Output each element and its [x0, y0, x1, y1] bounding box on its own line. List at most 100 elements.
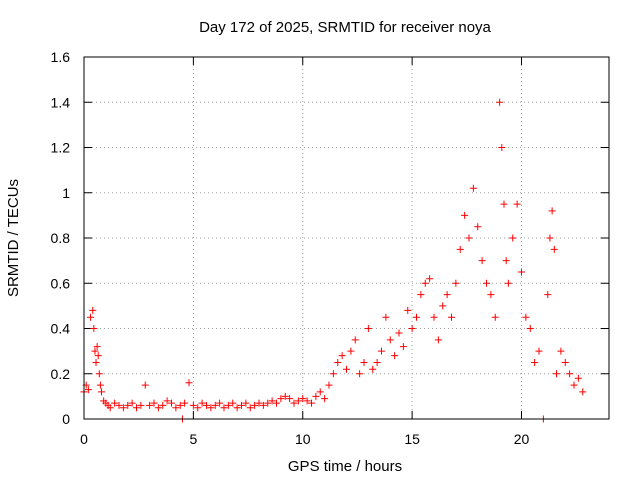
- data-point: [93, 343, 101, 351]
- data-point: [216, 399, 224, 407]
- x-axis-title: GPS time / hours: [288, 458, 402, 475]
- data-point: [242, 399, 250, 407]
- data-point: [535, 347, 543, 355]
- data-point: [229, 399, 237, 407]
- data-point: [94, 352, 102, 360]
- data-point: [343, 365, 350, 373]
- x-tick-label: 10: [295, 431, 311, 447]
- data-point: [498, 144, 506, 151]
- data-point: [474, 223, 482, 231]
- data-point: [119, 404, 127, 412]
- data-point: [277, 395, 285, 403]
- data-point: [382, 313, 390, 321]
- data-point: [574, 374, 582, 382]
- data-point: [238, 401, 245, 409]
- data-point: [434, 336, 442, 344]
- data-point: [90, 325, 98, 332]
- tick-layer: [83, 56, 609, 420]
- data-point: [281, 392, 289, 400]
- data-point: [413, 313, 420, 321]
- data-point: [550, 245, 558, 253]
- data-point: [133, 404, 140, 412]
- data-point: [89, 306, 97, 314]
- data-point: [141, 381, 149, 389]
- data-point: [351, 336, 359, 344]
- y-axis-title: SRMTID / TECUs: [5, 179, 22, 297]
- data-point: [308, 399, 315, 407]
- data-point: [356, 370, 364, 378]
- data-point: [264, 399, 272, 407]
- data-point: [87, 313, 95, 321]
- data-point: [408, 325, 416, 332]
- data-point: [128, 399, 136, 407]
- data-point: [168, 399, 175, 407]
- data-point: [531, 358, 539, 366]
- data-point: [553, 370, 560, 378]
- data-point: [404, 306, 412, 314]
- data-point: [570, 381, 578, 389]
- data-point: [198, 399, 206, 407]
- data-point: [246, 404, 254, 412]
- data-point: [546, 234, 554, 242]
- data-point: [115, 401, 123, 409]
- data-point: [159, 401, 167, 409]
- data-point: [273, 399, 280, 407]
- data-point: [189, 401, 197, 409]
- data-point: [386, 336, 394, 344]
- data-point: [84, 386, 92, 394]
- data-point: [378, 347, 385, 355]
- data-point: [360, 358, 368, 366]
- y-tick-label: 0: [62, 411, 70, 427]
- data-point: [347, 347, 355, 355]
- data-point: [172, 404, 180, 412]
- data-point: [487, 291, 495, 299]
- data-point: [518, 268, 525, 276]
- y-tick-label: 1.2: [51, 140, 71, 156]
- data-point: [233, 404, 241, 412]
- data-point: [303, 397, 311, 405]
- data-point: [461, 211, 469, 219]
- plot-frame: [83, 56, 610, 420]
- y-tick-label: 0.8: [51, 230, 71, 246]
- grid-layer: [84, 57, 609, 419]
- data-point: [557, 347, 565, 355]
- data-point: [224, 401, 232, 409]
- data-point: [369, 365, 377, 373]
- data-point: [211, 401, 219, 409]
- x-tick-label: 20: [514, 431, 530, 447]
- data-point: [439, 302, 447, 310]
- data-point: [106, 404, 114, 412]
- data-point: [334, 358, 342, 366]
- data-point: [312, 392, 320, 400]
- x-tick-label: 5: [189, 431, 197, 447]
- data-point: [259, 401, 267, 409]
- data-point: [338, 352, 346, 360]
- data-point: [504, 279, 512, 287]
- data-point: [500, 200, 508, 208]
- data-point: [579, 388, 587, 396]
- data-point: [483, 279, 490, 287]
- data-point: [316, 388, 324, 396]
- data-point: [255, 399, 263, 407]
- data-point: [150, 399, 158, 407]
- data-point: [456, 245, 464, 253]
- data-point: [491, 313, 499, 321]
- data-point: [526, 325, 534, 332]
- chart-title: Day 172 of 2025, SRMTID for receiver noy…: [199, 19, 491, 36]
- data-point: [452, 279, 460, 287]
- y-tick-label: 1.4: [51, 94, 71, 110]
- y-tick-label: 1.6: [51, 49, 71, 65]
- data-point: [299, 395, 307, 403]
- data-point: [502, 257, 510, 265]
- data-point: [111, 399, 119, 407]
- data-point: [395, 329, 403, 337]
- data-point: [513, 200, 521, 208]
- y-tick-label: 0.6: [51, 275, 71, 291]
- data-point: [566, 370, 574, 378]
- data-point: [478, 257, 486, 265]
- data-point: [91, 347, 99, 355]
- data-point: [399, 343, 407, 351]
- data-point: [321, 395, 329, 403]
- data-point: [421, 279, 429, 287]
